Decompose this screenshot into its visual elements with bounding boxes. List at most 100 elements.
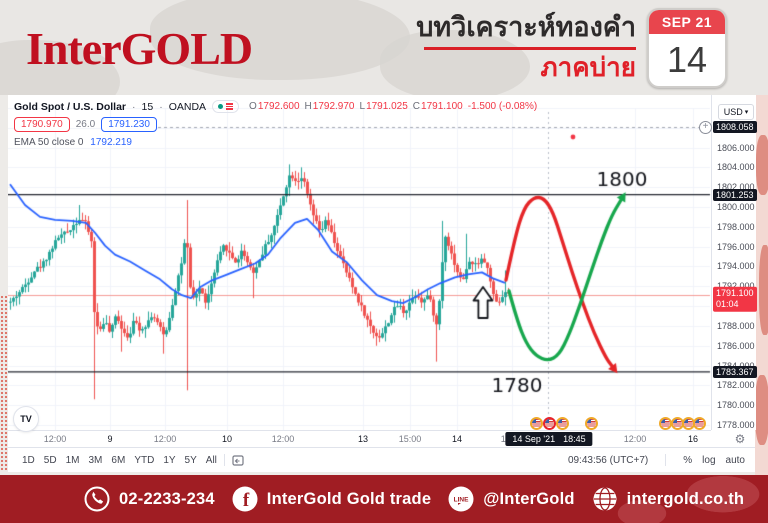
range-ytd[interactable]: YTD <box>134 454 155 466</box>
time-tick-label: 13 <box>357 434 369 444</box>
price-tick-label: 1806.000 <box>717 142 755 153</box>
change-value: -1.500 (-0.08%) <box>467 101 538 112</box>
price-tick-label: 1804.000 <box>717 162 755 173</box>
last-price-value: 1791.100 <box>716 287 754 298</box>
intergold-logo: InterGOLD <box>26 23 253 74</box>
high-value: 1792.970 <box>312 101 355 112</box>
ema-label: EMA 50 close 0 <box>14 137 84 148</box>
footer-map-decoration <box>588 475 768 523</box>
close-value: 1791.100 <box>421 101 463 112</box>
interval-label[interactable]: 15 <box>141 100 154 113</box>
low-value: 1791.025 <box>366 101 408 112</box>
range-6m[interactable]: 6M <box>111 454 126 466</box>
chevron-down-icon: ▾ <box>744 109 749 116</box>
range-3m[interactable]: 3M <box>88 454 103 466</box>
currency-dropdown[interactable]: USD ▾ <box>718 104 754 120</box>
svg-text:LINE: LINE <box>454 497 469 504</box>
last-price-chip[interactable]: 1791.100 01:04 <box>713 286 757 312</box>
price-tick-label: 1796.000 <box>717 241 755 252</box>
line-app-icon: LINE <box>448 486 474 512</box>
facebook-icon: f <box>232 486 258 512</box>
ohlc-readout: O1792.600 H1792.970 L1791.025 C1791.100 … <box>249 101 538 112</box>
price-tick-label: 1788.000 <box>717 320 755 331</box>
separator: · <box>159 100 163 113</box>
price-tick-label: 1778.000 <box>717 420 755 431</box>
contact-footer: 02-2233-234 f InterGold Gold trade LINE … <box>0 475 768 523</box>
order-price-box[interactable]: 1791.230 <box>101 117 157 132</box>
chart-plot-canvas[interactable] <box>8 95 711 430</box>
toolbar-right-group: 09:43:56 (UTC+7) % log auto <box>568 454 755 466</box>
price-tick-label: 1792.000 <box>717 281 755 291</box>
website-url: intergold.co.th <box>626 489 745 508</box>
separator: · <box>132 100 136 113</box>
price-tick-label: 1784.000 <box>717 361 755 371</box>
background-map-dots <box>0 295 8 471</box>
ema-indicator-row[interactable]: EMA 50 close 0 1792.219 <box>14 137 537 148</box>
price-tick-label: 1780.000 <box>717 400 755 411</box>
phone-number: 02-2233-234 <box>119 489 215 508</box>
time-axis[interactable]: 14 Sep '21 18:45 12:00 9 12:00 10 12:00 13 15:0… <box>8 430 711 448</box>
scale-percent-toggle[interactable]: % <box>683 454 693 466</box>
time-tick-label: 15:00 <box>398 434 422 444</box>
alert-price-box[interactable]: 1790.970 <box>14 117 70 132</box>
economic-event-flag-icon[interactable] <box>542 417 556 430</box>
calendar-day: 14 <box>666 39 708 80</box>
add-alert-plus-icon[interactable]: + <box>699 121 712 134</box>
economic-event-flag-icon[interactable] <box>584 417 598 430</box>
range-1d[interactable]: 1D <box>22 454 35 466</box>
symbol-title[interactable]: Gold Spot / U.S. Dollar <box>14 100 127 113</box>
chart-bottom-toolbar: 1D 5D 1M 3M 6M YTD 1Y 5Y All 09:43:56 (U… <box>8 447 755 472</box>
exchange-label: OANDA <box>168 100 207 113</box>
price-tick-label: 1798.000 <box>717 221 755 232</box>
range-switcher: 1D 5D 1M 3M 6M YTD 1Y 5Y All <box>8 455 217 466</box>
calendar-date-badge: SEP 21 14 <box>647 8 727 88</box>
report-header: InterGOLD บทวิเคราะห์ทองคำ ภาคบ่าย SEP 2… <box>0 0 768 95</box>
range-all[interactable]: All <box>205 454 217 466</box>
time-tick-label: 12:00 <box>623 434 647 444</box>
worldmap-decoration <box>150 0 410 80</box>
phone-icon <box>84 486 110 512</box>
economic-event-flag-icon[interactable] <box>692 417 706 430</box>
report-title: บทวิเคราะห์ทองคำ <box>416 12 636 42</box>
economic-event-flag-icon[interactable] <box>529 417 543 430</box>
tradingview-chart-panel: Gold Spot / U.S. Dollar · 15 · OANDA O17… <box>8 95 757 472</box>
price-tick-label: 1802.000 <box>717 182 755 193</box>
crosshair-date-tooltip: 14 Sep '21 18:45 <box>505 432 593 446</box>
scale-auto-toggle[interactable]: auto <box>725 454 745 466</box>
divider <box>665 454 667 466</box>
market-status-pill[interactable] <box>212 100 240 113</box>
bar-countdown: 01:04 <box>716 299 739 310</box>
title-underline <box>424 47 636 51</box>
resistance-price-chip[interactable]: 1801.253 <box>713 188 757 201</box>
go-to-date-icon[interactable] <box>232 454 244 466</box>
price-tick-label: 1800.000 <box>717 201 755 212</box>
background-map-right <box>755 95 768 475</box>
support-price-chip[interactable]: 1783.367 <box>713 365 757 378</box>
report-title-block: บทวิเคราะห์ทองคำ ภาคบ่าย <box>336 10 636 83</box>
facebook-page-name: InterGold Gold trade <box>266 489 432 508</box>
time-tick-label: 12:00 <box>153 434 177 444</box>
worldmap-decoration <box>380 30 530 95</box>
range-1y[interactable]: 1Y <box>163 454 176 466</box>
time-tick-label: 9 <box>107 434 113 444</box>
scale-log-toggle[interactable]: log <box>702 454 716 466</box>
time-tick-label: 16 <box>687 434 699 444</box>
market-open-dot-icon <box>218 104 224 109</box>
time-tick-label: 12:00 <box>43 434 67 444</box>
range-1m[interactable]: 1M <box>65 454 80 466</box>
economic-event-flag-icon[interactable] <box>555 417 569 430</box>
time-tick-label: 10 <box>221 434 233 444</box>
axis-settings-gear-icon[interactable]: ⚙ <box>734 432 746 446</box>
calendar-month: SEP 21 <box>649 10 725 34</box>
server-clock[interactable]: 09:43:56 (UTC+7) <box>567 454 649 466</box>
divider <box>223 454 225 466</box>
alert-price-chip[interactable]: 1808.058 <box>713 121 757 134</box>
range-5d[interactable]: 5D <box>43 454 57 466</box>
tradingview-logo[interactable]: TV <box>13 406 39 432</box>
time-tick-label: 12:00 <box>271 434 295 444</box>
price-axis[interactable]: USD ▾ + 1806.000 1804.000 1802.000 1800.000 1… <box>699 95 757 431</box>
range-5y[interactable]: 5Y <box>184 454 197 466</box>
economic-event-flag-icon[interactable] <box>658 417 672 430</box>
report-subtitle: ภาคบ่าย <box>540 52 636 83</box>
